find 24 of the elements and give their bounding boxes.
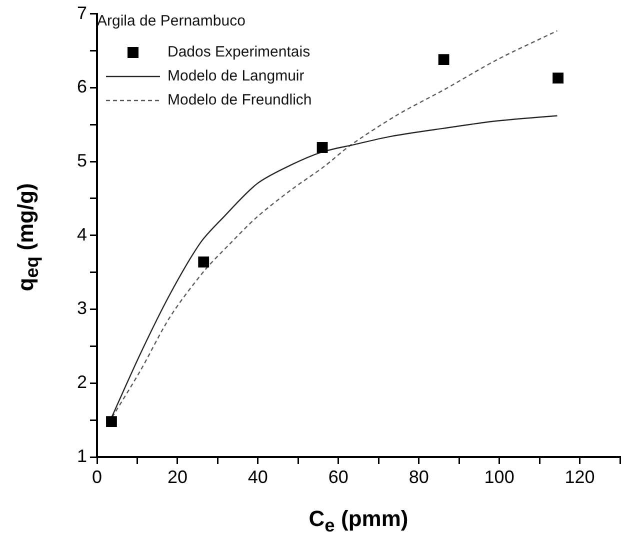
legend-label: Modelo de Freundlich bbox=[168, 92, 312, 109]
y-tick-label: 6 bbox=[76, 76, 87, 97]
y-tick-label: 3 bbox=[76, 298, 87, 318]
x-tick-label: 80 bbox=[408, 466, 429, 487]
x-tick-label: 60 bbox=[328, 466, 348, 487]
y-tick-label: 2 bbox=[76, 372, 87, 392]
legend-title: Argila de Pernambuco bbox=[97, 12, 246, 30]
legend-label: Modelo de Langmuir bbox=[168, 68, 304, 85]
y-tick-label: 5 bbox=[76, 150, 87, 170]
y-tick-label: 4 bbox=[76, 224, 87, 244]
point bbox=[198, 256, 210, 268]
point bbox=[106, 416, 117, 427]
x-tick-label: 120 bbox=[564, 466, 595, 487]
legend-label: Dados Experimentais bbox=[168, 44, 310, 61]
x-tick-label: 100 bbox=[484, 466, 514, 487]
x-tick-label: 20 bbox=[167, 466, 188, 487]
y-tick-label: 7 bbox=[76, 2, 87, 23]
x-axis-title: C$_{e}$ (pmm) bbox=[308, 506, 410, 536]
y-tick-label: 1 bbox=[76, 446, 87, 466]
point bbox=[316, 142, 328, 153]
x-tick-label: 40 bbox=[248, 466, 268, 487]
point bbox=[552, 72, 564, 84]
point bbox=[438, 54, 450, 66]
x-tick-label: 0 bbox=[92, 466, 102, 487]
